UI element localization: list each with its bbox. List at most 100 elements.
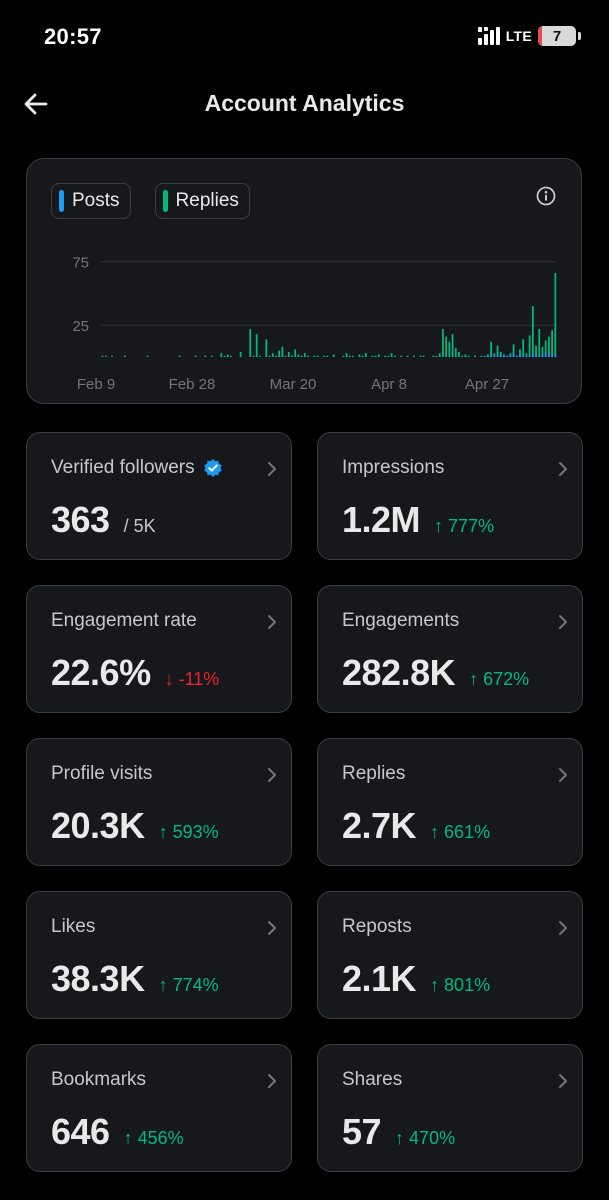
bar-posts — [506, 355, 509, 357]
bar-replies — [146, 355, 149, 357]
bar-replies — [358, 354, 361, 357]
bar-replies — [464, 354, 467, 357]
bar-replies — [432, 355, 435, 357]
bar-posts — [544, 353, 547, 357]
bar-replies — [342, 355, 345, 357]
chevron-right-icon — [268, 1074, 276, 1088]
bar-posts — [493, 354, 496, 357]
metric-value: 1.2M — [342, 499, 421, 540]
bar-replies — [461, 355, 464, 357]
back-button[interactable] — [18, 86, 54, 122]
metric-change: ↑ 774% — [158, 975, 219, 995]
metric-card-bookmarks[interactable]: Bookmarks 646 ↑ 456% — [26, 1044, 292, 1172]
metric-label: Replies — [342, 763, 405, 785]
metric-card-profile-visits[interactable]: Profile visits 20.3K ↑ 593% — [26, 738, 292, 866]
metric-card-verified-followers[interactable]: Verified followers 363 / 5K — [26, 432, 292, 560]
bar-replies — [252, 355, 255, 357]
bar-replies — [223, 355, 226, 357]
bar-replies — [522, 339, 525, 357]
bar-replies — [435, 355, 438, 357]
metric-value: 38.3K — [51, 958, 145, 999]
header: Account Analytics — [0, 80, 609, 128]
bar-replies — [255, 334, 258, 357]
verified-badge-icon — [203, 459, 222, 477]
metric-card-engagement-rate[interactable]: Engagement rate 22.6% ↓ -11% — [26, 585, 292, 713]
bar-replies — [554, 273, 557, 357]
metric-card-likes[interactable]: Likes 38.3K ↑ 774% — [26, 891, 292, 1019]
page-title: Account Analytics — [204, 90, 405, 116]
metric-label: Shares — [342, 1069, 402, 1091]
bar-replies — [265, 339, 268, 357]
bar-replies — [544, 340, 547, 357]
metric-label-text: Engagement rate — [51, 610, 197, 631]
bar-replies — [531, 306, 534, 357]
bar-replies — [390, 353, 393, 357]
x-tick-label: Mar 20 — [270, 376, 317, 393]
metric-label: Impressions — [342, 457, 444, 479]
bar-replies — [268, 355, 271, 357]
metric-change: ↑ 672% — [469, 669, 530, 689]
metric-value-row: 22.6% ↓ -11% — [51, 652, 219, 694]
metric-label: Bookmarks — [51, 1069, 146, 1091]
metric-label-text: Engagements — [342, 610, 460, 631]
bar-replies — [326, 355, 329, 357]
metric-value: 20.3K — [51, 805, 145, 846]
legend-posts-toggle[interactable]: Posts — [51, 183, 131, 219]
metric-change: ↑ 593% — [158, 822, 219, 842]
bar-replies — [422, 355, 425, 357]
bar-replies — [458, 351, 460, 357]
info-icon[interactable] — [535, 185, 557, 207]
bar-posts — [522, 354, 525, 357]
bar-replies — [406, 355, 409, 357]
bar-replies — [291, 355, 293, 357]
bar-replies — [271, 353, 274, 357]
metric-label-text: Impressions — [342, 457, 445, 478]
battery-icon: 7 — [538, 26, 576, 46]
metric-change: ↓ -11% — [164, 669, 220, 689]
metric-card-replies[interactable]: Replies 2.7K ↑ 661% — [317, 738, 583, 866]
bar-replies — [226, 354, 229, 357]
bar-replies — [239, 351, 242, 357]
bar-replies — [210, 355, 213, 357]
bar-posts — [515, 355, 518, 357]
status-bar: 20:57 LTE 7 — [0, 0, 609, 70]
activity-chart: 75 25 Feb 9 Feb 28 Mar 20 Apr 8 Apr 27 — [72, 255, 557, 393]
bar-posts — [503, 354, 505, 357]
metric-label: Profile visits — [51, 763, 152, 785]
metric-value-row: 1.2M ↑ 777% — [342, 499, 494, 541]
bar-replies — [483, 355, 486, 357]
chevron-right-icon — [559, 615, 567, 629]
bar-replies — [451, 334, 454, 357]
metric-card-impressions[interactable]: Impressions 1.2M ↑ 777% — [317, 432, 583, 560]
metric-value-row: 57 ↑ 470% — [342, 1111, 455, 1153]
metric-value-row: 646 ↑ 456% — [51, 1111, 184, 1153]
metric-label-text: Reposts — [342, 916, 412, 937]
bar-replies — [316, 355, 319, 357]
bar-replies — [496, 345, 499, 357]
metric-label-text: Verified followers — [51, 457, 195, 478]
bar-replies — [294, 349, 297, 357]
bar-replies — [313, 355, 316, 357]
x-tick-label: Apr 27 — [465, 376, 509, 393]
bar-replies — [519, 349, 521, 357]
legend-posts-swatch — [59, 190, 64, 212]
bar-replies — [297, 354, 300, 357]
bar-replies — [400, 355, 403, 357]
bar-replies — [387, 355, 390, 357]
bar-posts — [528, 354, 531, 357]
legend-replies-toggle[interactable]: Replies — [154, 183, 250, 219]
metric-card-reposts[interactable]: Reposts 2.1K ↑ 801% — [317, 891, 583, 1019]
bar-replies — [467, 355, 470, 357]
bar-replies — [512, 344, 515, 357]
bar-replies — [284, 355, 287, 357]
metric-card-shares[interactable]: Shares 57 ↑ 470% — [317, 1044, 583, 1172]
bar-replies — [300, 355, 303, 357]
bar-posts — [531, 353, 534, 357]
bar-replies — [442, 329, 444, 357]
legend-replies-label: Replies — [175, 190, 239, 211]
bar-replies — [538, 329, 541, 357]
metric-card-engagements[interactable]: Engagements 282.8K ↑ 672% — [317, 585, 583, 713]
bar-posts — [496, 355, 499, 357]
bar-replies — [448, 341, 451, 357]
chevron-right-icon — [559, 768, 567, 782]
